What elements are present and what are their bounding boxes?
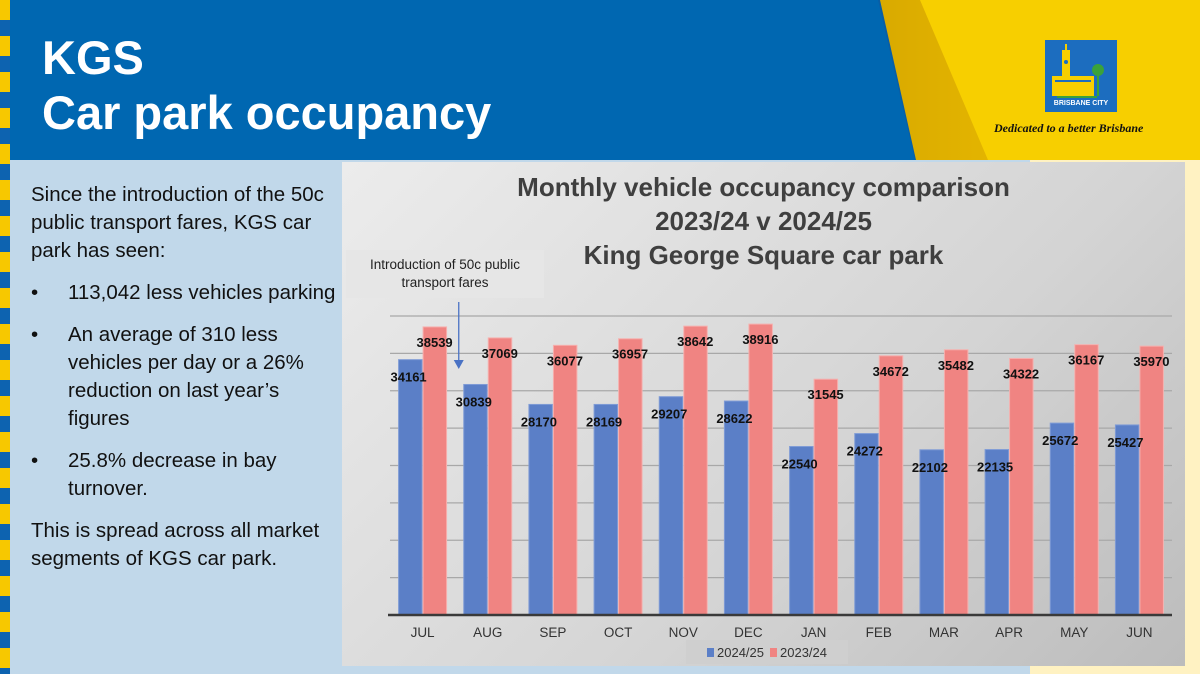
bar-2024-25-jul: [398, 359, 423, 616]
bar-2024-25-sep: [528, 403, 553, 616]
bullet-item: • An average of 310 less vehicles per da…: [31, 321, 341, 433]
data-label-2024-25: 22102: [912, 460, 948, 475]
bar-2023-24-sep: [552, 344, 578, 616]
bar-2023-24-nov: [683, 325, 708, 616]
bar-2023-24-aug: [487, 337, 513, 616]
legend-swatch-2024-25: [707, 647, 714, 657]
data-label-2023-24: 34672: [873, 364, 909, 379]
annotation-arrow-head-icon: [453, 360, 464, 369]
data-label-2024-25: 24272: [847, 444, 883, 459]
bullet-text: 113,042 less vehicles parking: [68, 281, 336, 304]
bullet-text: 25.8% decrease in bay turnover.: [68, 449, 277, 500]
data-label-2023-24: 38539: [417, 335, 453, 350]
x-tick-label-sep: SEP: [539, 625, 566, 640]
x-tick-label-jun: JUN: [1126, 625, 1152, 640]
bar-2024-25-may: [1049, 422, 1075, 616]
x-tick-label-dec: DEC: [734, 625, 763, 640]
fare-annotation-callout: Introduction of 50c public transport far…: [346, 250, 544, 298]
tagline: Dedicated to a better Brisbane: [994, 121, 1144, 135]
chart-title-line-2: 2023/24 v 2024/25: [655, 206, 872, 236]
data-label-2023-24: 38916: [742, 332, 778, 347]
legend-label-2023-24: 2023/24: [780, 644, 827, 660]
bar-2023-24-feb: [878, 355, 904, 616]
x-tick-label-apr: APR: [995, 625, 1023, 640]
legend-item-2024-25: 2024/25: [707, 645, 764, 660]
page-title: KGS Car park occupancy: [42, 30, 491, 140]
chart-title-line-3: King George Square car park: [583, 240, 944, 270]
bullet-item: • 25.8% decrease in bay turnover.: [31, 447, 341, 503]
left-stripe-decoration: [0, 0, 10, 674]
bar-2023-24-jun: [1139, 345, 1164, 616]
x-tick-label-feb: FEB: [866, 625, 892, 640]
chart-title-line-1: Monthly vehicle occupancy comparison: [517, 172, 1010, 202]
outro-text: This is spread across all market segment…: [31, 519, 320, 570]
bar-2023-24-may: [1074, 344, 1099, 616]
data-label-2023-24: 36167: [1068, 353, 1104, 368]
data-label-2024-25: 25672: [1042, 433, 1078, 448]
data-label-2024-25: 28622: [716, 411, 752, 426]
x-tick-label-jan: JAN: [801, 625, 827, 640]
data-label-2024-25: 28169: [586, 414, 622, 429]
data-label-2023-24: 35970: [1133, 354, 1169, 369]
data-label-2024-25: 28170: [521, 414, 557, 429]
bar-2024-25-nov: [658, 396, 684, 616]
bar-2023-24-dec: [748, 323, 773, 616]
data-label-2023-24: 36077: [547, 353, 583, 368]
data-label-2023-24: 37069: [482, 346, 518, 361]
brisbane-city-logo: BRISBANE CITY: [1045, 40, 1117, 112]
legend-swatch-2023-24: [770, 647, 777, 657]
intro-text: Since the introduction of the 50c public…: [31, 183, 324, 262]
left-panel: [10, 160, 342, 674]
x-tick-label-jul: JUL: [411, 625, 435, 640]
data-label-2024-25: 29207: [651, 407, 687, 422]
data-label-2024-25: 30839: [456, 394, 492, 409]
x-tick-label-nov: NOV: [669, 625, 698, 640]
data-label-2024-25: 22540: [782, 457, 818, 472]
bar-2024-25-jun: [1114, 424, 1140, 616]
data-label-2023-24: 38642: [677, 334, 713, 349]
title-line-2: Car park occupancy: [42, 86, 492, 139]
title-line-1: KGS: [42, 31, 144, 84]
x-tick-label-may: MAY: [1060, 625, 1088, 640]
legend-item-2023-24: 2023/24: [770, 645, 827, 660]
bullet-symbol: •: [31, 323, 39, 346]
header-banner: KGS Car park occupancy BRISBANE CITY Ded…: [0, 0, 1200, 160]
data-label-2024-25: 25427: [1107, 435, 1143, 450]
data-label-2024-25: 34161: [391, 370, 427, 385]
chart-title: Monthly vehicle occupancy comparison 202…: [342, 170, 1185, 272]
bar-2024-25-jan: [789, 446, 814, 616]
bullet-item: • 113,042 less vehicles parking: [31, 279, 341, 307]
bar-2023-24-oct: [618, 338, 643, 616]
x-tick-label-oct: OCT: [604, 625, 633, 640]
x-tick-label-mar: MAR: [929, 625, 959, 640]
bar-2023-24-jan: [813, 378, 839, 616]
legend-label-2024-25: 2024/25: [717, 644, 764, 660]
bullet-symbol: •: [31, 281, 39, 304]
city-hall-icon: [1045, 40, 1117, 112]
bar-2024-25-dec: [723, 400, 749, 616]
data-label-2024-25: 22135: [977, 460, 1013, 475]
logo-text: BRISBANE CITY: [1053, 100, 1109, 107]
summary-text: Since the introduction of the 50c public…: [31, 181, 341, 587]
bullet-symbol: •: [31, 449, 39, 472]
bar-2024-25-aug: [463, 383, 488, 616]
bullet-text: An average of 310 less vehicles per day …: [68, 323, 304, 430]
bar-2024-25-oct: [593, 403, 619, 616]
data-label-2023-24: 31545: [808, 387, 844, 402]
data-label-2023-24: 34322: [1003, 366, 1039, 381]
chart-legend: 2024/25 2023/24: [686, 640, 848, 664]
x-tick-label-aug: AUG: [473, 625, 502, 640]
bar-2023-24-mar: [943, 349, 969, 616]
bar-2024-25-feb: [854, 433, 879, 616]
data-label-2023-24: 36957: [612, 347, 648, 362]
bar-2023-24-apr: [1009, 357, 1034, 616]
data-label-2023-24: 35482: [938, 358, 974, 373]
